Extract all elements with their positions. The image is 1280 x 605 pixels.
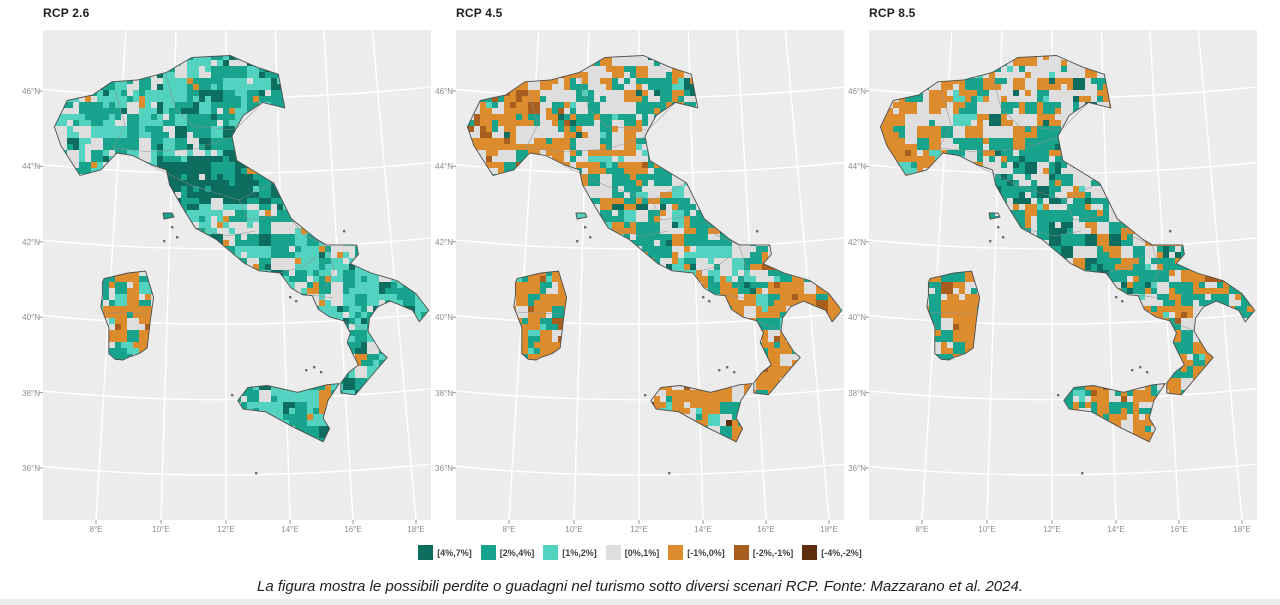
map-panel-rcp26 <box>39 29 432 524</box>
lon-tick-label: 8°E <box>502 525 516 534</box>
lat-tick-label: 46°N <box>435 87 453 96</box>
legend-item: [1%,2%] <box>543 545 597 560</box>
lat-tick-label: 40°N <box>435 313 453 323</box>
lat-tick-label: 36°N <box>848 464 866 473</box>
italy-choropleth-3 <box>865 29 1258 524</box>
lat-tick-label: 38°N <box>22 388 40 398</box>
lat-tick-label: 44°N <box>848 162 866 172</box>
map-panel-rcp45 <box>452 29 845 524</box>
lat-tick-label: 44°N <box>435 162 453 172</box>
bottom-page-edge <box>0 599 1280 605</box>
lat-tick-label: 36°N <box>22 464 40 473</box>
legend-label: [-4%,-2%] <box>821 547 862 558</box>
lon-tick-label: 14°E <box>694 525 712 534</box>
lon-tick-label: 12°E <box>1043 525 1061 534</box>
lon-tick-label: 14°E <box>1107 525 1125 534</box>
lat-tick-label: 40°N <box>848 313 866 323</box>
legend-item: [0%,1%] <box>605 545 660 560</box>
lon-tick-label: 14°E <box>281 525 299 534</box>
legend-item: [-1%,0%] <box>668 545 725 560</box>
lon-tick-label: 10°E <box>978 525 996 534</box>
legend-item: [4%,7%] <box>418 545 472 560</box>
lon-tick-label: 12°E <box>630 525 648 534</box>
lat-tick-label: 42°N <box>435 237 453 247</box>
lon-tick-label: 16°E <box>1170 525 1188 534</box>
lon-tick-label: 18°E <box>1233 525 1251 534</box>
lon-tick-label: 18°E <box>407 525 425 534</box>
legend-swatch <box>605 545 621 560</box>
legend-swatch <box>480 545 496 560</box>
lon-tick-label: 16°E <box>757 525 775 534</box>
panel-title: RCP 4.5 <box>456 6 503 20</box>
lon-tick-label: 16°E <box>344 525 362 534</box>
lat-tick-label: 38°N <box>435 388 453 398</box>
legend-swatch <box>733 545 749 560</box>
lon-tick-label: 12°E <box>217 525 235 534</box>
legend-swatch <box>668 545 684 560</box>
lon-tick-label: 10°E <box>152 525 170 534</box>
italy-choropleth-1 <box>39 29 432 524</box>
italy-choropleth-2 <box>452 29 845 524</box>
lon-tick-label: 8°E <box>89 525 103 534</box>
legend: [4%,7%] [2%,4%] [1%,2%] [0%,1%] [-1%,0%] [-2%… <box>0 545 1280 560</box>
legend-item: [2%,4%] <box>480 545 535 560</box>
lat-tick-label: 46°N <box>848 87 866 96</box>
lon-tick-label: 10°E <box>565 525 583 534</box>
panel-title: RCP 8.5 <box>869 6 916 20</box>
legend-item: [-4%,-2%] <box>802 545 862 560</box>
panel-title: RCP 2.6 <box>43 6 90 20</box>
map-panel-rcp85 <box>865 29 1258 524</box>
legend-label: [-1%,0%] <box>687 547 725 558</box>
lat-tick-label: 46°N <box>22 87 40 96</box>
lat-tick-label: 40°N <box>22 313 40 323</box>
lat-tick-label: 36°N <box>435 464 453 473</box>
legend-item: [-2%,-1%] <box>733 545 794 560</box>
lat-tick-label: 42°N <box>22 237 40 247</box>
legend-swatch <box>418 545 434 560</box>
figure-caption: La figura mostra le possibili perdite o … <box>257 578 1023 595</box>
legend-label: [2%,4%] <box>499 547 535 558</box>
lat-tick-label: 42°N <box>848 237 866 247</box>
legend-swatch <box>802 545 818 560</box>
lat-tick-label: 44°N <box>22 162 40 172</box>
legend-label: [4%,7%] <box>437 547 472 558</box>
lon-tick-label: 8°E <box>915 525 929 534</box>
legend-label: [0%,1%] <box>624 547 660 558</box>
lon-tick-label: 18°E <box>820 525 838 534</box>
lat-tick-label: 38°N <box>848 388 866 398</box>
legend-label: [1%,2%] <box>562 547 597 558</box>
legend-swatch <box>543 545 559 560</box>
legend-label: [-2%,-1%] <box>752 547 794 558</box>
